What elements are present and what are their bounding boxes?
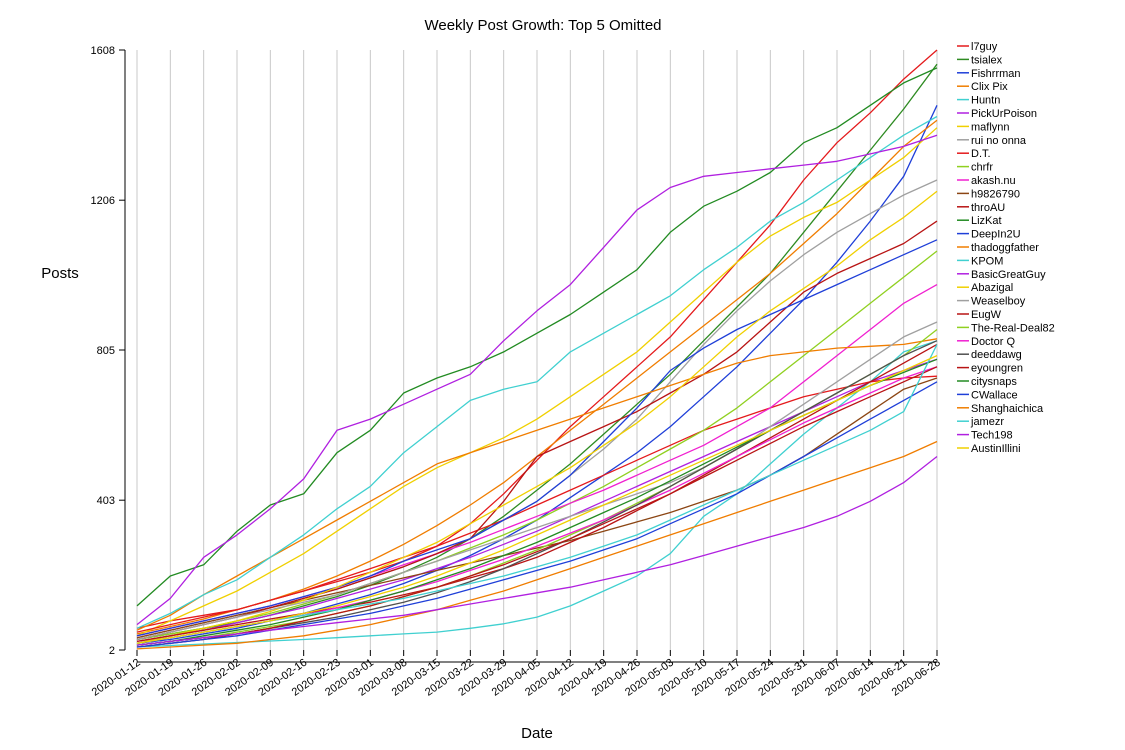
series-line-abazigal <box>136 190 938 644</box>
series-line-huntn <box>136 340 938 648</box>
series-line-d-t- <box>136 375 938 633</box>
series-line-eugw <box>136 343 938 643</box>
series-line-lizkat <box>136 67 938 607</box>
series-line-tech198 <box>136 455 938 646</box>
series-line-maflynn <box>136 127 938 637</box>
legend-label: Shanghaichica <box>971 403 1044 415</box>
legend-label: Clix Pix <box>971 81 1008 93</box>
y-axis-label: Posts <box>41 265 79 282</box>
legend-label: Abazigal <box>971 282 1013 294</box>
legend-label: D.T. <box>971 148 991 160</box>
series-line-chrfr <box>136 250 938 641</box>
y-tick-label: 403 <box>97 495 115 507</box>
legend-label: EugW <box>971 309 1002 321</box>
axes: 2020-01-122020-01-192020-01-262020-02-02… <box>90 45 943 699</box>
chart-title: Weekly Post Growth: Top 5 Omitted <box>424 17 661 34</box>
legend-label: tsialex <box>971 54 1003 66</box>
legend-label: deeddawg <box>971 349 1022 361</box>
legend-label: LizKat <box>971 215 1002 227</box>
series-line-austinillini <box>136 355 938 644</box>
legend-label: eyoungren <box>971 363 1023 375</box>
legend-label: jamezr <box>970 416 1004 428</box>
y-tick-label: 2 <box>109 645 115 657</box>
legend-label: DeepIn2U <box>971 229 1021 241</box>
legend-label: Tech198 <box>971 430 1013 442</box>
legend-label: Doctor Q <box>971 336 1015 348</box>
y-tick-label: 805 <box>97 345 115 357</box>
legend-label: Weaselboy <box>971 296 1026 308</box>
legend-label: chrfr <box>971 162 993 174</box>
legend-label: akash.nu <box>971 175 1016 187</box>
legend-label: CWallace <box>971 389 1018 401</box>
legend-label: KPOM <box>971 255 1003 267</box>
legend-label: throAU <box>971 202 1005 214</box>
legend-label: citysnaps <box>971 376 1017 388</box>
grid-lines <box>136 50 938 650</box>
series-line-throau <box>136 220 938 641</box>
legend-label: Fishrrman <box>971 68 1021 80</box>
legend-label: l7guy <box>971 41 998 53</box>
series-line-eyoungren <box>136 366 938 648</box>
legend-label: PickUrPoison <box>971 108 1037 120</box>
series-line-basicgreatguy <box>136 134 938 626</box>
legend-label: rui no onna <box>971 135 1027 147</box>
legend-label: maflynn <box>971 121 1010 133</box>
legend-label: thadoggfather <box>971 242 1039 254</box>
series-lines <box>136 49 938 650</box>
legend-label: The-Real-Deal82 <box>971 322 1055 334</box>
y-tick-label: 1608 <box>91 45 115 57</box>
legend-label: BasicGreatGuy <box>971 269 1046 281</box>
y-tick-label: 1206 <box>91 195 115 207</box>
legend-label: h9826790 <box>971 188 1020 200</box>
series-line-shanghaichica <box>136 440 938 650</box>
series-line-weaselboy <box>136 321 938 641</box>
legend-label: Huntn <box>971 95 1000 107</box>
series-line-deepin2u <box>136 239 938 637</box>
legend-label: AustinIllini <box>971 443 1021 455</box>
x-axis-label: Date <box>521 725 553 742</box>
series-line-kpom <box>136 115 938 629</box>
